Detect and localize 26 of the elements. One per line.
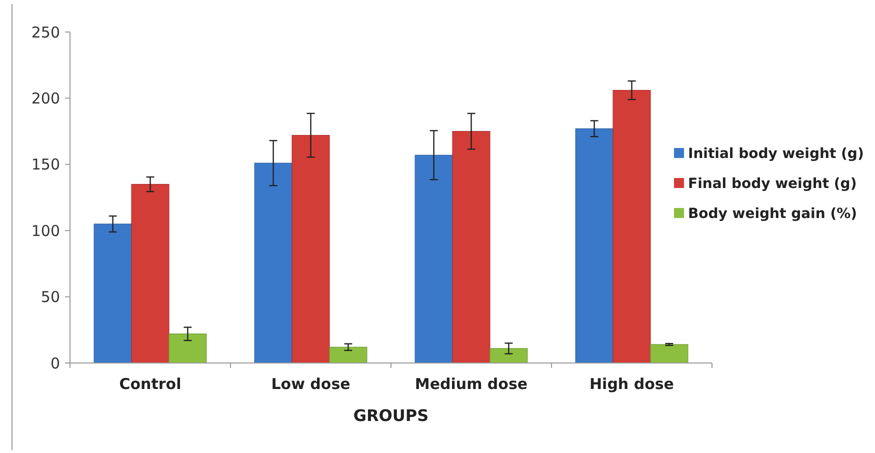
legend-label: Initial body weight (g) (688, 146, 864, 162)
bar (168, 334, 207, 364)
y-tick-label: 0 (50, 354, 60, 372)
bar (452, 131, 490, 364)
y-tick-label: 200 (31, 89, 60, 108)
bar (650, 344, 688, 364)
x-axis-title: GROUPS (353, 406, 429, 425)
legend-label: Body weight gain (%) (688, 206, 858, 222)
bar (292, 134, 330, 364)
bar (612, 90, 651, 364)
y-tick-label: 100 (31, 222, 60, 240)
bar (414, 154, 453, 364)
x-tick-label: Medium dose (414, 375, 528, 393)
bar (94, 224, 132, 364)
y-tick-label: 250 (31, 23, 60, 42)
y-tick-label: 150 (31, 156, 60, 174)
bar (575, 128, 614, 364)
y-tick-label: 50 (40, 288, 60, 306)
bar (131, 184, 170, 364)
legend-label: Final body weight (g) (688, 176, 857, 192)
x-tick-label: Low dose (271, 375, 350, 393)
bar (490, 348, 528, 364)
x-tick-label: High dose (590, 375, 674, 393)
bar (254, 162, 292, 364)
bar (329, 346, 368, 364)
x-tick-label: Control (119, 375, 182, 393)
